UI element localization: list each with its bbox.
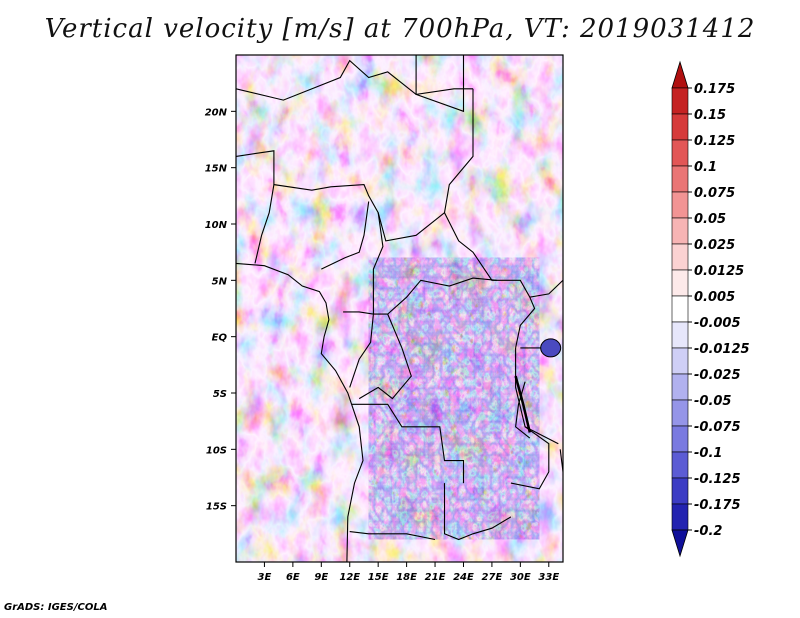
map-panel: [235, 54, 564, 563]
colorbar-tick-label: -0.05: [694, 394, 731, 409]
border-line: [524, 426, 559, 445]
colorbar-tick-label: 0.0125: [694, 264, 744, 279]
y-tick-label: 5S: [213, 389, 227, 400]
colorbar-bin: [671, 477, 689, 505]
colorbar-tick-label: 0.075: [694, 186, 735, 201]
y-tick-label: 15N: [205, 164, 228, 175]
border-line: [377, 211, 563, 298]
border-line: [351, 403, 465, 484]
y-tick-label: 5N: [212, 276, 228, 287]
colorbar-bin: [671, 529, 689, 558]
country-borders: [236, 55, 563, 562]
colorbar-tick-label: -0.0125: [694, 342, 750, 357]
colorbar-bin: [671, 139, 689, 167]
border-line: [236, 55, 465, 113]
y-tick-label: 10N: [205, 220, 228, 231]
colorbar-bin: [671, 451, 689, 479]
border-line: [254, 184, 275, 264]
colorbar-tick-label: -0.2: [694, 524, 722, 539]
border-line: [321, 201, 370, 270]
y-tick-label: EQ: [212, 333, 228, 344]
border-line: [443, 483, 512, 541]
colorbar-tick-label: -0.175: [694, 498, 741, 513]
chart-title: Vertical velocity [m/s] at 700hPa, VT: 2…: [44, 14, 756, 44]
x-tick-label: 9E: [314, 572, 328, 583]
x-tick-label: 12E: [339, 572, 360, 583]
colorbar-tick-label: -0.125: [694, 472, 741, 487]
x-tick-label: 6E: [286, 572, 300, 583]
colorbar-bin: [671, 399, 689, 427]
colorbar-tick-label: 0.15: [694, 108, 726, 123]
map-frame: [235, 54, 564, 563]
x-tick-label: 27E: [482, 572, 503, 583]
lake-tanganyika: [514, 375, 532, 433]
colorbar-bin: [671, 503, 689, 531]
colorbar-bin: [671, 243, 689, 271]
colorbar-tick-label: -0.005: [694, 316, 741, 331]
colorbar-bin: [671, 347, 689, 375]
colorbar-tick-label: 0.025: [694, 238, 735, 253]
colorbar-bin: [671, 373, 689, 401]
border-line: [515, 381, 531, 439]
x-tick-label: 15E: [368, 572, 389, 583]
border-line: [236, 150, 384, 315]
x-tick-label: 3E: [258, 572, 272, 583]
x-tick-label: 30E: [510, 572, 531, 583]
border-line: [358, 313, 412, 400]
colorbar-tick-label: 0.1: [694, 160, 717, 175]
border-line: [443, 88, 474, 213]
border-line: [559, 449, 563, 479]
colorbar-bin: [671, 321, 689, 349]
colorbar-bin: [671, 87, 689, 115]
colorbar: 0.175 0.15 0.125 0.1 0.075 0.05 0.025 0.0125 0.0…: [671, 60, 750, 558]
convective-band: [368, 257, 540, 540]
colorbar-bin: [671, 60, 689, 89]
border-line: [510, 347, 550, 490]
colorbar-bin: [671, 269, 689, 297]
border-line: [515, 296, 536, 349]
border-line: [415, 55, 473, 96]
y-axis: 20N 15N 10N 5N EQ 5S 10S 15S: [205, 107, 236, 513]
colorbar-bin: [671, 295, 689, 323]
colorbar-tick-label: -0.075: [694, 420, 741, 435]
colorbar-bin: [671, 191, 689, 219]
y-tick-label: 20N: [205, 107, 228, 118]
border-line: [236, 262, 364, 562]
y-tick-label: 15S: [206, 502, 227, 513]
colorbar-tick-label: 0.175: [694, 82, 735, 97]
x-tick-label: 21E: [425, 572, 446, 583]
x-tick-label: 33E: [538, 572, 559, 583]
y-tick-label: 10S: [206, 445, 227, 456]
colorbar-bin: [671, 217, 689, 245]
colorbar-tick-label: 0.125: [694, 134, 735, 149]
colorbar-tick-label: -0.1: [694, 446, 722, 461]
colorbar-tick-label: 0.005: [694, 290, 735, 305]
border-line: [349, 531, 436, 541]
border-line: [343, 311, 374, 388]
colorbar-bin: [671, 165, 689, 193]
lake-victoria: [540, 338, 562, 358]
colorbar-tick-label: 0.05: [694, 212, 726, 227]
x-axis: 3E 6E 9E 12E 15E 18E 21E 24E 27E 30E 33E: [258, 562, 559, 583]
footer-credit: GrADS: IGES/COLA: [4, 602, 108, 613]
velocity-field: [236, 55, 563, 562]
x-tick-label: 24E: [453, 572, 474, 583]
colorbar-tick-label: -0.025: [694, 368, 741, 383]
x-tick-label: 18E: [396, 572, 417, 583]
colorbar-bin: [671, 113, 689, 141]
colorbar-bin: [671, 425, 689, 453]
